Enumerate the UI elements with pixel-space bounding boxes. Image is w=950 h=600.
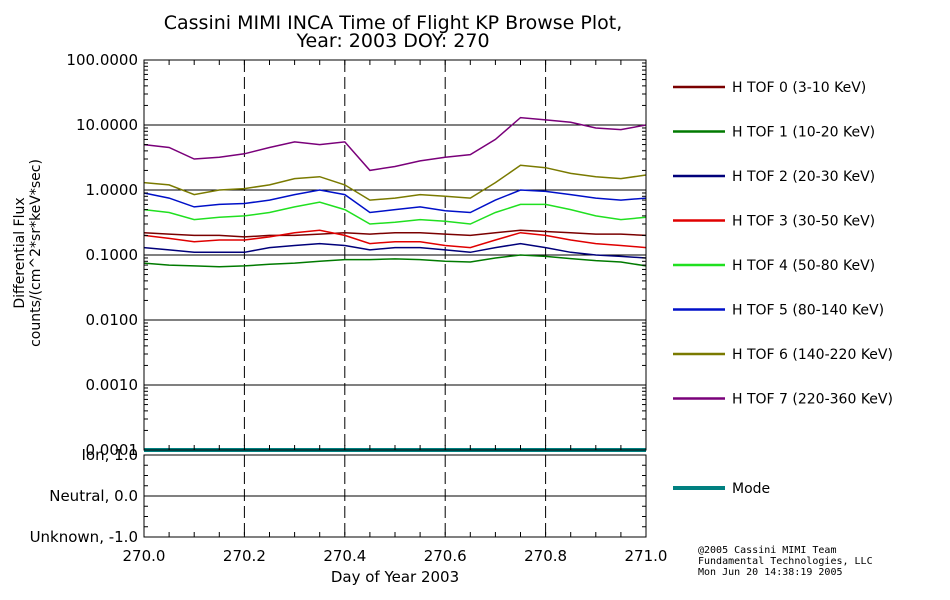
legend: H TOF 0 (3-10 KeV) H TOF 1 (10-20 KeV) H T… xyxy=(673,80,893,497)
y-tick-label: 0.0100 xyxy=(86,311,139,329)
legend-label-mode: Mode xyxy=(732,481,770,497)
y-tick-label: 0.0001 xyxy=(86,441,139,459)
mode-panel-frame xyxy=(143,454,647,538)
series-line-tof-5 xyxy=(143,189,647,214)
mode-tick-label: Unknown, -1.0 xyxy=(30,528,138,546)
legend-label-tof-6: H TOF 6 (140-220 KeV) xyxy=(732,347,893,363)
y-tick-label: 1.0000 xyxy=(86,181,139,199)
axes: 100.0000 10.0000 1.0000 0.1000 0.0100 0.0010 0… xyxy=(30,51,668,565)
legend-label-tof-3: H TOF 3 (30-50 KeV) xyxy=(732,214,875,230)
credit-copyright: @2005 Cassini MIMI Team xyxy=(698,545,837,556)
x-tick-label: 270.6 xyxy=(424,547,467,565)
legend-label-tof-7: H TOF 7 (220-360 KeV) xyxy=(732,392,893,408)
grid-lines xyxy=(144,60,646,537)
y-tick-label: 0.1000 xyxy=(86,246,139,264)
chart-title-line2: Year: 2003 DOY: 270 xyxy=(295,30,489,52)
series-line-tof-2 xyxy=(143,242,647,259)
x-axis-label: Day of Year 2003 xyxy=(331,568,459,586)
credit-company: Fundamental Technologies, LLC xyxy=(698,556,873,567)
y-tick-label: 10.0000 xyxy=(76,116,138,134)
y-axis-label-line2: counts/(cm^2*sr*keV*sec) xyxy=(28,159,44,347)
legend-label-tof-4: H TOF 4 (50-80 KeV) xyxy=(732,258,875,274)
series-line-tof-6 xyxy=(143,164,647,201)
x-tick-label: 270.2 xyxy=(223,547,266,565)
legend-label-tof-2: H TOF 2 (20-30 KeV) xyxy=(732,169,875,185)
x-tick-label: 270.4 xyxy=(323,547,366,565)
series-line-tof-0 xyxy=(143,229,647,238)
mode-tick-label: Neutral, 0.0 xyxy=(49,487,138,505)
series-line-tof-3 xyxy=(143,229,647,249)
y-axis-label-line1: Differential Flux xyxy=(12,197,28,308)
x-tick-label: 271.0 xyxy=(625,547,668,565)
series-lines xyxy=(143,116,647,452)
legend-label-tof-1: H TOF 1 (10-20 KeV) xyxy=(732,125,875,141)
mode-tick-label: Ion, 1.0 xyxy=(82,446,139,464)
x-tick-label: 270.8 xyxy=(524,547,567,565)
legend-label-tof-0: H TOF 0 (3-10 KeV) xyxy=(732,80,866,96)
series-line-tof-1 xyxy=(143,254,647,268)
credit-timestamp: Mon Jun 20 14:38:19 2005 xyxy=(698,567,843,578)
legend-label-tof-5: H TOF 5 (80-140 KeV) xyxy=(732,303,884,319)
series-line-tof-7 xyxy=(143,116,647,172)
x-tick-label: 270.0 xyxy=(123,547,166,565)
y-tick-label: 100.0000 xyxy=(66,51,138,69)
series-line-tof-4 xyxy=(143,201,647,225)
chart-title-line1: Cassini MIMI INCA Time of Flight KP Brow… xyxy=(164,12,623,34)
y-tick-label: 0.0010 xyxy=(86,376,139,394)
flux-panel-frame xyxy=(143,59,647,451)
